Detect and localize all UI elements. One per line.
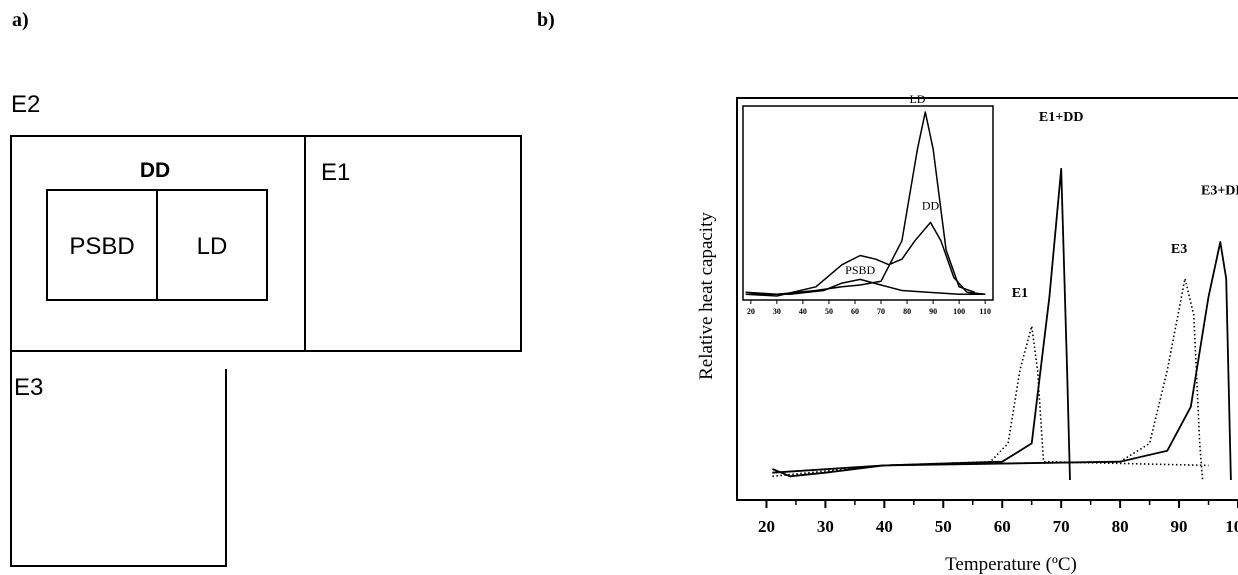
series-e1: [772, 325, 1209, 474]
inset-x-tick-label-80: 80: [903, 307, 911, 316]
x-tick-label-20: 20: [758, 517, 775, 536]
plot-frame: [736, 97, 1238, 501]
dd-label: DD: [140, 159, 170, 182]
inset-x-tick-label-90: 90: [929, 307, 937, 316]
x-tick-label-70: 70: [1053, 517, 1070, 536]
inset-label-psbd: PSBD: [845, 263, 875, 277]
inset-label-ld: LD: [909, 92, 925, 106]
domain-diagram: E2 E1 DD PSBD LD E3: [10, 91, 522, 567]
x-tick-label-60: 60: [994, 517, 1011, 536]
peak-labels: E1 E1+DD E3 E3+DD: [1012, 110, 1238, 301]
ld-label: LD: [197, 233, 228, 260]
inset-series-group: [745, 111, 986, 297]
peak-label-e1-dd: E1+DD: [1039, 110, 1084, 125]
x-tick-label-80: 80: [1112, 517, 1129, 536]
panel-a-label: a): [12, 9, 29, 31]
inset-frame: [742, 105, 994, 301]
inset-x-tick-label-70: 70: [877, 307, 885, 316]
inset-x-tick-label-110: 110: [979, 307, 991, 316]
x-tick-label-100: 100: [1225, 517, 1238, 536]
peak-label-e3-dd: E3+DD: [1201, 183, 1238, 198]
panel-b-label: b): [537, 9, 555, 31]
inset-series-dd: [745, 221, 986, 297]
x-axis-title: Temperature (ºC): [945, 554, 1077, 575]
inset-x-tick-label-20: 20: [747, 307, 755, 316]
inset-x-ticks: 20 30 40 50 60 70 80 90 100 110: [747, 300, 991, 316]
main-series-group: [772, 167, 1232, 481]
inset-series-psbd: [745, 278, 986, 295]
peak-label-e3: E3: [1171, 242, 1187, 257]
inset-series-ld: [745, 111, 976, 295]
e3-box: [10, 351, 227, 567]
inset-x-tick-label-50: 50: [825, 307, 833, 316]
x-tick-label-30: 30: [817, 517, 834, 536]
x-axis-ticks: 20 30 40 50 60 70 80 90 100: [758, 500, 1238, 536]
e3-label: E3: [14, 374, 43, 401]
inset-peak-labels: LD DD PSBD: [845, 92, 939, 277]
inset-x-tick-label-40: 40: [799, 307, 807, 316]
inset-x-tick-label-100: 100: [953, 307, 965, 316]
dsc-chart: 20 30 40 50 60 70 80 90 100 Temperature (ºC) Rel…: [696, 92, 1238, 575]
inset-x-tick-label-60: 60: [851, 307, 859, 316]
inset-x-tick-label-30: 30: [773, 307, 781, 316]
e1-box: [304, 135, 522, 352]
series-e3-dd: [772, 241, 1232, 481]
psbd-label: PSBD: [69, 233, 134, 260]
e2-label: E2: [11, 91, 40, 118]
peak-label-e1: E1: [1012, 286, 1028, 301]
y-axis-title: Relative heat capacity: [696, 212, 717, 380]
series-e1-dd: [772, 167, 1071, 481]
x-tick-label-90: 90: [1171, 517, 1188, 536]
e1-label: E1: [321, 159, 350, 186]
inset-label-dd: DD: [922, 199, 940, 213]
x-tick-label-50: 50: [935, 517, 952, 536]
x-tick-label-40: 40: [876, 517, 893, 536]
